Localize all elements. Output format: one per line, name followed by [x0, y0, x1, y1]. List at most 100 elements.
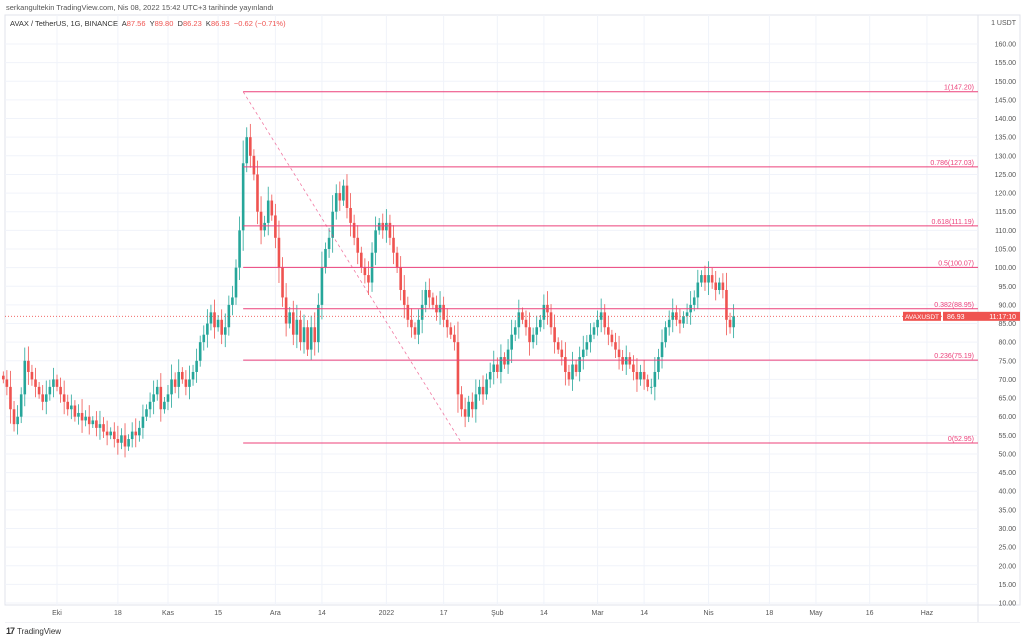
candle-body: [675, 312, 678, 320]
candle-body: [506, 349, 510, 365]
candle-body: [181, 371, 184, 380]
candle-body: [718, 282, 721, 290]
y-tick-label: 25.00: [998, 545, 1016, 552]
candle-body: [417, 319, 420, 335]
y-tick-label: 55.00: [998, 433, 1016, 440]
candle-body: [617, 349, 621, 358]
candle-body: [80, 412, 84, 421]
candle-countdown: 11:17:10: [989, 314, 1016, 321]
candle-body: [660, 342, 664, 358]
candle-body: [320, 267, 324, 305]
candle-body: [345, 185, 349, 208]
candle-body: [732, 316, 735, 328]
candle-body: [227, 304, 231, 328]
candle-body: [62, 394, 66, 402]
y-tick-label: 60.00: [998, 414, 1016, 421]
candle-body: [725, 289, 728, 320]
logo-text: TradingView: [17, 626, 62, 636]
change-value: −0.62 (−0.71%): [233, 19, 286, 28]
fib-level-label: 0.382(88.95): [934, 302, 974, 309]
low-value: 86.23: [182, 19, 202, 28]
candle-body: [696, 282, 700, 298]
candle-body: [428, 289, 431, 298]
candle-body: [574, 364, 578, 372]
candle-body: [728, 319, 732, 328]
candle-body: [420, 304, 424, 320]
candle-body: [112, 431, 116, 440]
candle-body: [381, 222, 385, 231]
candle-body: [635, 371, 639, 380]
candle-body: [73, 405, 77, 417]
candle-body: [589, 334, 592, 343]
candle-body: [388, 222, 392, 238]
candle-body: [249, 137, 252, 156]
candle-body: [324, 248, 327, 268]
y-tick-label: 50.00: [998, 451, 1016, 458]
fib-level-label: 0.618(111.19): [931, 219, 974, 226]
candle-body: [578, 357, 581, 372]
candle-body: [30, 371, 34, 380]
candle-body: [306, 327, 309, 350]
candle-body: [12, 409, 16, 425]
candle-body: [159, 386, 163, 410]
y-tick-label: 150.00: [995, 79, 1017, 86]
candle-body: [481, 386, 485, 395]
y-tick-label: 140.00: [995, 116, 1017, 123]
candle-body: [148, 401, 152, 410]
candle-body: [585, 342, 589, 350]
candle-body: [531, 334, 535, 343]
candle-body: [256, 174, 259, 212]
candle-body: [34, 379, 37, 387]
candle-body: [223, 327, 227, 335]
candle-body: [263, 222, 266, 231]
x-tick-label: 18: [114, 610, 122, 617]
candle-body: [19, 394, 23, 417]
x-tick-label: Kas: [162, 610, 175, 617]
candle-body: [105, 431, 109, 436]
candle-body: [653, 371, 657, 387]
candle-body: [628, 357, 632, 365]
y-tick-label: 130.00: [995, 153, 1017, 160]
candle-body: [274, 215, 277, 238]
candle-body: [377, 222, 381, 231]
tv-logo-icon: 17: [6, 626, 15, 636]
candle-body: [84, 416, 87, 421]
candle-body: [173, 379, 177, 387]
candle-body: [424, 289, 428, 305]
candle-body: [342, 185, 345, 201]
high-label: Y: [149, 19, 155, 28]
candle-body: [363, 267, 367, 276]
candle-body: [338, 193, 342, 201]
y-tick-label: 40.00: [998, 489, 1016, 496]
candle-body: [213, 312, 216, 328]
candle-body: [621, 357, 624, 365]
candle-body: [399, 267, 402, 290]
candle-body: [607, 327, 610, 335]
candle-body: [649, 386, 653, 388]
candle-body: [356, 237, 360, 253]
candle-body: [191, 371, 195, 380]
candle-body: [95, 420, 98, 428]
candle-body: [41, 394, 44, 402]
candle-body: [66, 401, 70, 410]
candle-body: [334, 193, 338, 212]
candle-body: [599, 312, 603, 320]
high-value: 89.80: [154, 19, 174, 28]
candle-body: [360, 252, 363, 268]
x-tick-label: Şub: [491, 610, 504, 617]
open-label: A: [121, 19, 127, 28]
y-tick-label: 15.00: [998, 582, 1016, 589]
x-tick-label: May: [809, 610, 823, 617]
candle-body: [549, 312, 553, 328]
open-value: 87.56: [126, 19, 146, 28]
symbol-tag: [903, 311, 941, 321]
low-label: D: [177, 19, 183, 28]
y-tick-label: 20.00: [998, 563, 1016, 570]
candle-body: [624, 357, 628, 365]
candle-body: [445, 319, 449, 328]
y-tick-label: 75.00: [998, 358, 1016, 365]
candle-body: [642, 371, 646, 380]
candle-body: [299, 319, 302, 343]
candle-body: [209, 312, 213, 324]
